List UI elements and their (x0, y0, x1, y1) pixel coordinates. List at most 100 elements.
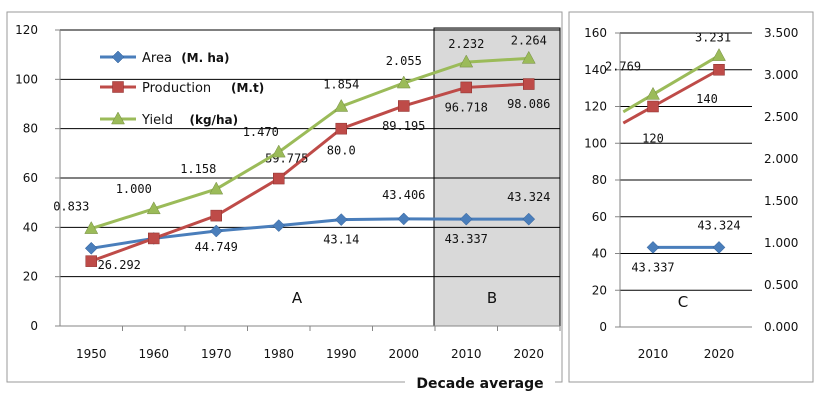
y-tick-label: 40 (23, 220, 38, 234)
yield-point (646, 86, 660, 100)
x-axis-title: Decade average (416, 376, 543, 392)
area-point (522, 212, 536, 226)
area-point (334, 213, 348, 226)
area-data-label: 43.337 (631, 260, 674, 274)
production-point (210, 209, 222, 222)
legend-marker-production (112, 81, 124, 93)
area-point (272, 219, 286, 232)
yield-point (209, 181, 224, 195)
area-data-label: 43.324 (507, 190, 550, 204)
area-data-label: 44.749 (195, 240, 238, 254)
yield-data-label: 2.769 (605, 59, 641, 73)
area-point (646, 241, 660, 254)
legend-unit-area: (M. ha) (181, 51, 229, 65)
production-data-label: 26.292 (98, 258, 141, 272)
x-tick-label: 2000 (388, 347, 419, 361)
yield-point (459, 54, 474, 68)
legend-label-production: Production (142, 81, 211, 96)
panel-label-a: A (292, 289, 303, 307)
legend-marker-yield (111, 111, 125, 125)
highlight-region-b (433, 27, 561, 327)
left-chart-border (6, 11, 563, 383)
y2-tick-label: 0.000 (764, 320, 798, 334)
area-point (712, 241, 726, 254)
production-point (273, 172, 285, 185)
x-axis-title-background (405, 372, 555, 392)
yield-data-label: 0.833 (53, 200, 89, 214)
area-point (397, 212, 411, 226)
chart-a-series: 44.749 43.14 43.406 43.337 43.324 26.292 59.77… (53, 33, 550, 272)
chart-c-y2-ticks: 0.000 0.500 1.000 1.500 2.000 2.500 3.000 3.500 (764, 26, 798, 334)
y-tick-label: 20 (23, 270, 38, 284)
y-tick-label: 80 (592, 173, 607, 187)
y-tick-label: 160 (584, 26, 607, 40)
yield-point (146, 201, 161, 215)
y-tick-label: 100 (584, 136, 607, 150)
legend-marker-area (111, 50, 125, 64)
yield-data-label: 2.055 (386, 54, 422, 68)
production-point (713, 64, 725, 76)
production-data-label: 80.0 (327, 144, 356, 158)
y-tick-label: 80 (23, 122, 38, 136)
yield-point (271, 144, 286, 158)
x-tick-label: 1990 (326, 347, 357, 361)
x-tick-label: 1980 (263, 347, 294, 361)
production-data-label: 140 (696, 92, 718, 106)
legend-unit-production: (M.t) (231, 81, 264, 95)
chart-c-x-ticks: 2010 2020 (638, 347, 735, 361)
y2-tick-label: 3.000 (764, 68, 798, 82)
y-tick-label: 140 (584, 63, 607, 77)
x-tick-label: 2020 (704, 347, 735, 361)
x-tick-label: 1950 (76, 347, 107, 361)
chart-a-y-ticks: 0 20 40 60 80 100 120 (15, 23, 60, 333)
y-tick-label: 40 (592, 247, 607, 261)
y2-tick-label: 3.500 (764, 26, 798, 40)
y2-tick-label: 1.500 (764, 194, 798, 208)
yield-line (90, 56, 529, 230)
y-tick-label: 120 (15, 23, 38, 37)
panel-label-c: C (678, 293, 688, 311)
yield-point (334, 98, 349, 112)
legend: Area (M. ha) Production (M.t) Yield (kg/ha) (100, 50, 264, 128)
production-data-label: 89.195 (382, 119, 425, 133)
area-data-label: 43.324 (697, 218, 740, 232)
production-point (335, 122, 347, 135)
production-line (90, 82, 529, 263)
x-tick-label: 2020 (513, 347, 544, 361)
y-tick-label: 60 (23, 171, 38, 185)
legend-label-yield: Yield (141, 113, 173, 128)
yield-point (521, 50, 536, 64)
yield-data-label: 3.231 (695, 31, 731, 45)
area-point (209, 224, 223, 238)
y-tick-label: 120 (584, 100, 607, 114)
chart-a-x-ticks: 1950 1960 1970 1980 1990 2000 2010 2020 (76, 326, 561, 361)
y2-tick-label: 0.500 (764, 278, 798, 292)
production-data-label: 98.086 (507, 97, 550, 111)
right-chart-border (568, 11, 814, 383)
area-line (91, 217, 529, 250)
x-tick-label: 1970 (201, 347, 232, 361)
chart-c-series: 43.337 43.324 120 140 2.769 3.231 (605, 31, 741, 275)
area-data-label: 43.406 (382, 188, 425, 202)
production-point (398, 100, 410, 112)
area-point (84, 241, 98, 255)
yield-point (712, 48, 726, 61)
yield-data-label: 2.264 (511, 33, 547, 47)
production-point (460, 81, 472, 94)
yield-data-label: 1.000 (116, 182, 152, 196)
x-tick-label: 2010 (451, 347, 482, 361)
production-point (647, 100, 659, 113)
y-tick-label: 0 (30, 319, 38, 333)
yield-point (84, 221, 99, 234)
yield-data-label: 1.470 (243, 125, 279, 139)
chart-c-y-ticks: 0 20 40 60 80 100 120 140 160 (584, 26, 620, 334)
production-point (148, 232, 160, 245)
yield-data-label: 2.232 (448, 37, 484, 51)
panel-label-b: B (487, 289, 497, 307)
production-point (85, 255, 97, 267)
y2-tick-label: 1.000 (764, 236, 798, 250)
area-data-label: 43.337 (445, 232, 488, 246)
y2-tick-label: 2.500 (764, 110, 798, 124)
y-tick-label: 100 (15, 72, 38, 86)
